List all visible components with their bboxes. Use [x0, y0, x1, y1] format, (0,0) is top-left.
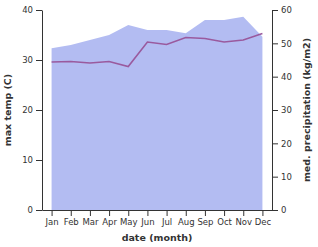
chart: Jan FebMarAprMayJun Jul AugSep OctNovDec 0 10 2…	[0, 0, 318, 247]
tick-mark	[272, 177, 278, 178]
tick-label: Apr	[102, 217, 117, 227]
axis-line	[42, 11, 43, 211]
tick-label: 30	[22, 55, 33, 65]
y-axis-title: max temp (C)	[2, 74, 13, 146]
tick: 10	[272, 172, 292, 182]
tick-mark	[36, 110, 42, 111]
tick-mark	[109, 210, 110, 216]
marks	[52, 17, 263, 210]
tick-mark	[272, 10, 278, 11]
tick-mark	[272, 110, 278, 111]
tick-label: Sep	[197, 217, 213, 227]
tick-mark	[186, 210, 187, 216]
tick-label: Mar	[82, 217, 99, 227]
tick-label: Jan	[45, 217, 59, 227]
tick: 30	[22, 55, 42, 65]
tick-mark	[224, 210, 225, 216]
tick-label: 60	[281, 5, 292, 15]
tick-mark	[36, 160, 42, 161]
tick-mark	[52, 210, 53, 216]
y-axis: 0 10 20 30 40	[22, 5, 42, 215]
tick-mark	[36, 210, 42, 211]
tick: 40	[272, 72, 292, 82]
tick-label: 20	[281, 139, 292, 149]
tick: Dec	[255, 210, 272, 227]
x-axis: Jan FebMarAprMayJun Jul AugSep OctNovDec	[43, 210, 273, 227]
tick-mark	[262, 210, 263, 216]
tick-label: 20	[22, 105, 33, 115]
tick: Feb	[64, 210, 79, 227]
tick: 0	[272, 205, 286, 215]
tick-mark	[272, 43, 278, 44]
tick: 50	[272, 39, 292, 49]
tick: Aug	[178, 210, 195, 227]
tick: Jan	[45, 210, 59, 227]
tick-mark	[272, 210, 278, 211]
tick: 0	[28, 205, 42, 215]
tick: Oct	[217, 210, 232, 227]
tick-label: Nov	[235, 217, 252, 227]
tick-mark	[71, 210, 72, 216]
plot: Jan FebMarAprMayJun Jul AugSep OctNovDec 0 10 2…	[22, 5, 292, 227]
tick-label: Feb	[64, 217, 79, 227]
tick-mark	[36, 10, 42, 11]
y2-axis: 0 10 20 30 40 50 60	[272, 5, 292, 215]
tick-label: 40	[22, 5, 33, 15]
tick: 30	[272, 105, 292, 115]
tick: Apr	[102, 210, 117, 227]
tick-mark	[36, 60, 42, 61]
tick-label: 10	[22, 155, 33, 165]
tick-mark	[147, 210, 148, 216]
tick-label: Aug	[178, 217, 195, 227]
tick-label: 40	[281, 72, 292, 82]
tick: Sep	[197, 210, 213, 227]
x-axis-title: date (month)	[122, 232, 193, 243]
tick: 20	[272, 139, 292, 149]
tick-mark	[90, 210, 91, 216]
tick-mark	[167, 210, 168, 216]
tick-mark	[128, 210, 129, 216]
tick: Mar	[82, 210, 99, 227]
tick-label: May	[120, 217, 138, 227]
tick-mark	[205, 210, 206, 216]
tick-label: 0	[281, 205, 286, 215]
tick: Nov	[235, 210, 252, 227]
tick: 20	[22, 105, 42, 115]
tick: 40	[22, 5, 42, 15]
temperature-line	[52, 34, 263, 67]
axis-line	[43, 210, 273, 211]
tick-label: 30	[281, 105, 292, 115]
tick-label: Oct	[217, 217, 232, 227]
tick-label: 0	[28, 205, 33, 215]
tick-mark	[272, 77, 278, 78]
tick: Jul	[161, 210, 172, 227]
tick-label: 10	[281, 172, 292, 182]
tick: May	[120, 210, 138, 227]
tick-label: Dec	[255, 217, 272, 227]
tick-label: Jun	[140, 217, 154, 227]
tick: 60	[272, 5, 292, 15]
precipitation-area	[52, 17, 263, 210]
tick-label: Jul	[161, 217, 172, 227]
y2-axis-title: med. precipitation (kg/m2)	[301, 38, 312, 182]
tick-mark	[243, 210, 244, 216]
tick-mark	[272, 143, 278, 144]
tick: 10	[22, 155, 42, 165]
tick: Jun	[140, 210, 154, 227]
tick-label: 50	[281, 39, 292, 49]
